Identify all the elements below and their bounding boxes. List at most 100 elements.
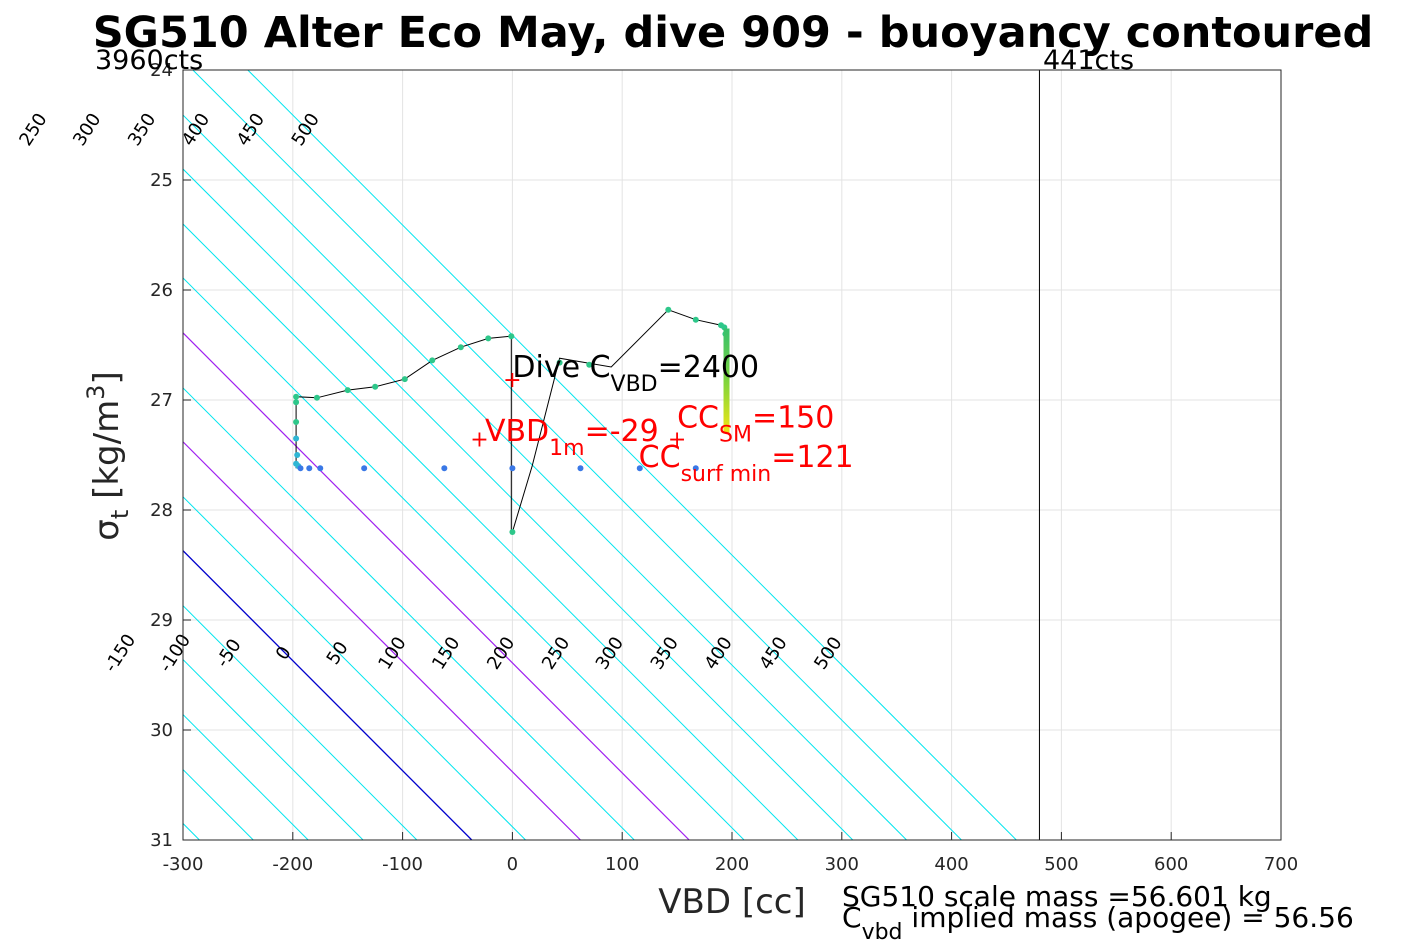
data-point xyxy=(401,376,408,383)
annotation-sub: surf min xyxy=(681,462,772,487)
annotation-value: =2400 xyxy=(658,350,759,385)
contour-line xyxy=(0,70,90,840)
counts-left-label: 3960cts xyxy=(95,45,203,76)
contour-line xyxy=(183,277,745,840)
annotation-label: Dive CVBD=2400 xyxy=(512,350,759,397)
annotation-value: =121 xyxy=(771,440,853,475)
data-point xyxy=(294,452,301,458)
x-tick-label: -300 xyxy=(163,854,204,875)
y-tick-label: 26 xyxy=(150,280,173,301)
data-point xyxy=(293,435,300,442)
data-point xyxy=(509,465,516,472)
y-label-sub: t xyxy=(106,510,134,519)
x-tick-label: 200 xyxy=(715,854,749,875)
data-point xyxy=(344,387,351,394)
data-point xyxy=(509,529,516,535)
y-tick-label: 25 xyxy=(150,170,173,191)
data-point xyxy=(457,344,464,351)
data-point xyxy=(372,383,379,390)
dive-series xyxy=(293,306,730,535)
x-tick-label: 500 xyxy=(1044,854,1078,875)
data-point xyxy=(508,333,515,340)
footer-scale-mass: SG510 scale mass =56.601 kg xyxy=(842,880,1272,913)
contour-label: 300 xyxy=(69,110,105,150)
plus-marker: + xyxy=(470,428,488,453)
data-point xyxy=(636,465,643,472)
data-point xyxy=(577,465,584,472)
annotation-label: CCSM=150 xyxy=(677,401,834,448)
data-point xyxy=(692,465,699,472)
x-tick-label: 700 xyxy=(1264,854,1298,875)
contour-line xyxy=(183,223,799,840)
buoyancy-contours xyxy=(0,70,1017,840)
y-tick-label: 27 xyxy=(150,390,173,411)
footer-c: C xyxy=(842,901,862,934)
data-point xyxy=(313,394,320,401)
contour-line xyxy=(247,70,1017,840)
contour-label: -150 xyxy=(100,630,140,676)
y-label-symbol: σ xyxy=(87,519,127,541)
x-axis-ticks: -300 -200 -100 0 100 200 300 400 500 600 700 xyxy=(163,832,1298,875)
contour-line xyxy=(192,70,962,840)
data-point xyxy=(441,465,448,472)
data-point xyxy=(293,399,300,406)
data-point xyxy=(665,306,672,313)
y-tick-label: 24 xyxy=(150,60,173,81)
y-label-unit: [kg/m xyxy=(87,400,127,510)
footer-implied-mass: Cvbd implied mass (apogee) = 56.56 xyxy=(842,901,1354,945)
data-point xyxy=(692,316,699,323)
data-point xyxy=(586,361,593,368)
data-point xyxy=(297,465,304,472)
colored-bar-segment xyxy=(723,328,730,433)
y-tick-label: 31 xyxy=(150,830,173,851)
data-point xyxy=(361,465,368,472)
contour-label: 350 xyxy=(124,110,160,150)
annotation-value: =-29 xyxy=(585,414,659,449)
annotation-value: =150 xyxy=(752,401,834,436)
contour-line xyxy=(183,604,418,840)
annotation-main: VBD xyxy=(485,414,549,449)
x-tick-label: -100 xyxy=(382,854,423,875)
counts-right-label: 441cts xyxy=(1043,45,1134,76)
annotation-sub: SM xyxy=(719,423,752,448)
data-point xyxy=(556,359,563,366)
x-tick-label: 0 xyxy=(507,854,518,875)
contour-line xyxy=(0,70,35,840)
data-point xyxy=(429,357,436,364)
x-tick-label: 100 xyxy=(605,854,639,875)
annotation-sub: VBD xyxy=(611,372,658,397)
contour-line xyxy=(183,440,581,840)
contour-line xyxy=(183,332,690,840)
y-label-sup: 3 xyxy=(82,385,110,400)
y-tick-label: 30 xyxy=(150,720,173,741)
x-axis-label: VBD [cc] xyxy=(658,882,806,922)
x-tick-label: -200 xyxy=(272,854,313,875)
plus-marker: + xyxy=(503,368,521,393)
data-point xyxy=(317,465,324,472)
contour-line xyxy=(183,168,854,840)
footer-implied-text: implied mass (apogee) = 56.56 xyxy=(903,901,1354,934)
x-tick-label: 400 xyxy=(934,854,968,875)
x-tick-label: 600 xyxy=(1154,854,1188,875)
data-point xyxy=(293,419,300,425)
y-tick-label: 29 xyxy=(150,610,173,631)
contour-line xyxy=(183,496,526,840)
footer-vbd-sub: vbd xyxy=(862,920,903,945)
contour-line xyxy=(183,549,473,840)
y-axis-ticks: 24 25 26 27 28 29 30 31 xyxy=(150,60,191,851)
annotation-label: CCsurf min=121 xyxy=(639,440,854,487)
contour-label: 250 xyxy=(15,110,51,150)
y-axis-label: σt [kg/m3] xyxy=(82,371,134,540)
contour-line xyxy=(183,387,635,840)
contour-line xyxy=(183,658,364,840)
annotation-main: Dive C xyxy=(512,350,610,385)
annotation-sub: 1m xyxy=(549,436,584,461)
data-point xyxy=(485,335,492,342)
annotation-main: CC xyxy=(677,401,719,436)
annotation-label: VBD1m=-29 xyxy=(485,414,659,461)
contour-line xyxy=(183,114,907,840)
plus-marker: + xyxy=(668,428,686,453)
y-tick-label: 28 xyxy=(150,500,173,521)
